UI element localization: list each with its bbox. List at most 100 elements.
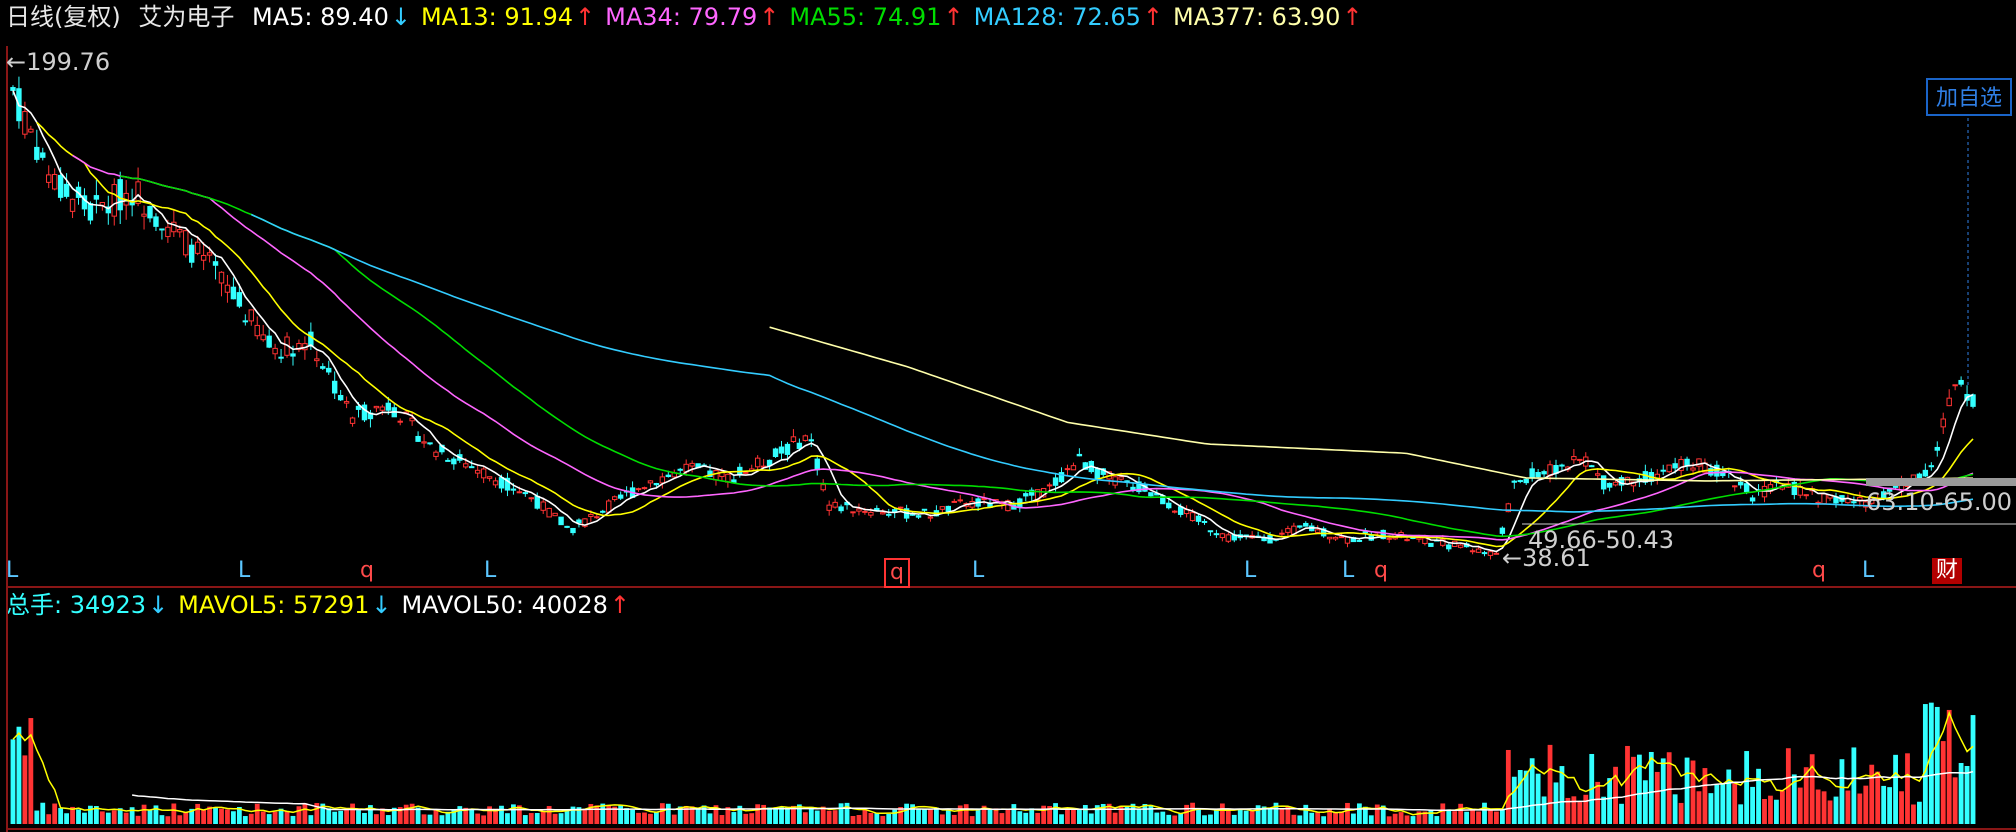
candle [1457,543,1464,549]
candle [1326,536,1333,544]
candle [1076,448,1083,457]
volume-legend: 总手: 34923↓ MAVOL5: 57291↓ MAVOL50: 40028↑ [6,590,640,620]
volume-bar [868,813,874,824]
candle [886,508,892,518]
volume-bar [1666,752,1672,824]
candle [1446,543,1452,552]
volume-bar [1374,804,1380,824]
candle [1934,441,1940,457]
volume-bar [469,809,475,824]
candle [469,460,475,469]
volume-bar [904,803,910,824]
candle [814,455,820,476]
volume-bar [213,807,218,824]
candle [218,271,225,297]
candle [552,512,558,517]
volume-bar [362,812,367,824]
volume-bar [1619,803,1624,824]
volume-bar [1076,809,1082,824]
volume-bar [64,813,69,824]
volume-bar [1625,745,1630,824]
volume-bar [135,815,141,824]
volume-bar [105,812,111,824]
volume-bar [1678,802,1684,824]
candle [617,491,624,501]
candle [1023,490,1029,502]
candle [808,433,814,447]
volume-bar [1309,812,1315,824]
volume-bar [588,804,594,824]
up-arrow-icon: ↑ [1342,3,1363,31]
volume-bar [1917,801,1922,824]
volume-bar [1499,808,1505,824]
candle [1249,531,1255,540]
volume-bar [123,812,129,824]
volume-bar [618,805,624,824]
price-legend: 日线(复权) 艾为电子 MA5: 89.40↓ MA13: 91.94↑ MA34:… [6,2,1383,32]
pane-divider [6,586,2016,588]
volume-bar [856,815,862,824]
volume-bar [302,803,308,824]
candle [647,480,654,488]
volume-bar [129,807,135,824]
up-arrow-icon: ↑ [575,3,596,31]
volume-bar [1291,814,1297,824]
volume-bar [1636,754,1642,824]
volume-bar [975,808,981,824]
volume-bar [284,810,290,824]
volume-bar [236,806,242,824]
volume-bar [1386,816,1392,824]
candle [1803,494,1809,500]
candle [1279,529,1285,537]
volume-bar [1750,786,1755,824]
candle [772,447,779,458]
candle [1017,497,1023,513]
add-watchlist-button[interactable]: 加自选 [1926,78,2012,116]
volume-bar [707,813,713,824]
candle [522,490,529,497]
volume-bar [195,803,201,824]
candle [820,479,826,492]
candle [582,518,588,528]
volume-bar [963,804,969,824]
volume-bar [1362,806,1368,824]
candle [1481,550,1488,557]
volume-bar [1273,802,1279,824]
volume-bar [1458,803,1464,824]
volume-bar [1148,804,1154,824]
volume-bar [1744,751,1750,824]
candle [826,500,832,516]
candle [1821,493,1827,505]
volume-bar [1893,754,1898,824]
volume-bar [326,808,332,824]
volume-bar [1964,766,1970,824]
volume-bar [1196,808,1201,824]
volume-bar [999,813,1005,824]
volume-bar [1005,809,1011,824]
candle [153,213,159,232]
volume-bar [1261,806,1267,824]
volume-bar [1672,794,1678,824]
volume-bar [648,813,653,824]
candle [1535,468,1541,478]
volume-bar [70,806,75,824]
volume-bar [1821,791,1827,824]
volume-bar [1053,803,1058,824]
signal-marker-11: 财 [1932,558,1963,584]
stock-name: 艾为电子 [138,3,235,31]
candle [856,503,862,516]
volume-bar [385,815,391,824]
signal-marker-7: L [1342,558,1355,583]
volume-bar [695,807,701,824]
volume-bar [773,809,778,824]
candle [754,455,761,472]
candle [1654,469,1660,485]
volume-bar [511,804,516,824]
candle [266,329,272,349]
volume-bar [1958,763,1964,824]
volume-bar [1440,803,1446,824]
volume-bar [82,812,87,824]
volume-bar [916,809,921,824]
volume-bar [749,813,755,824]
